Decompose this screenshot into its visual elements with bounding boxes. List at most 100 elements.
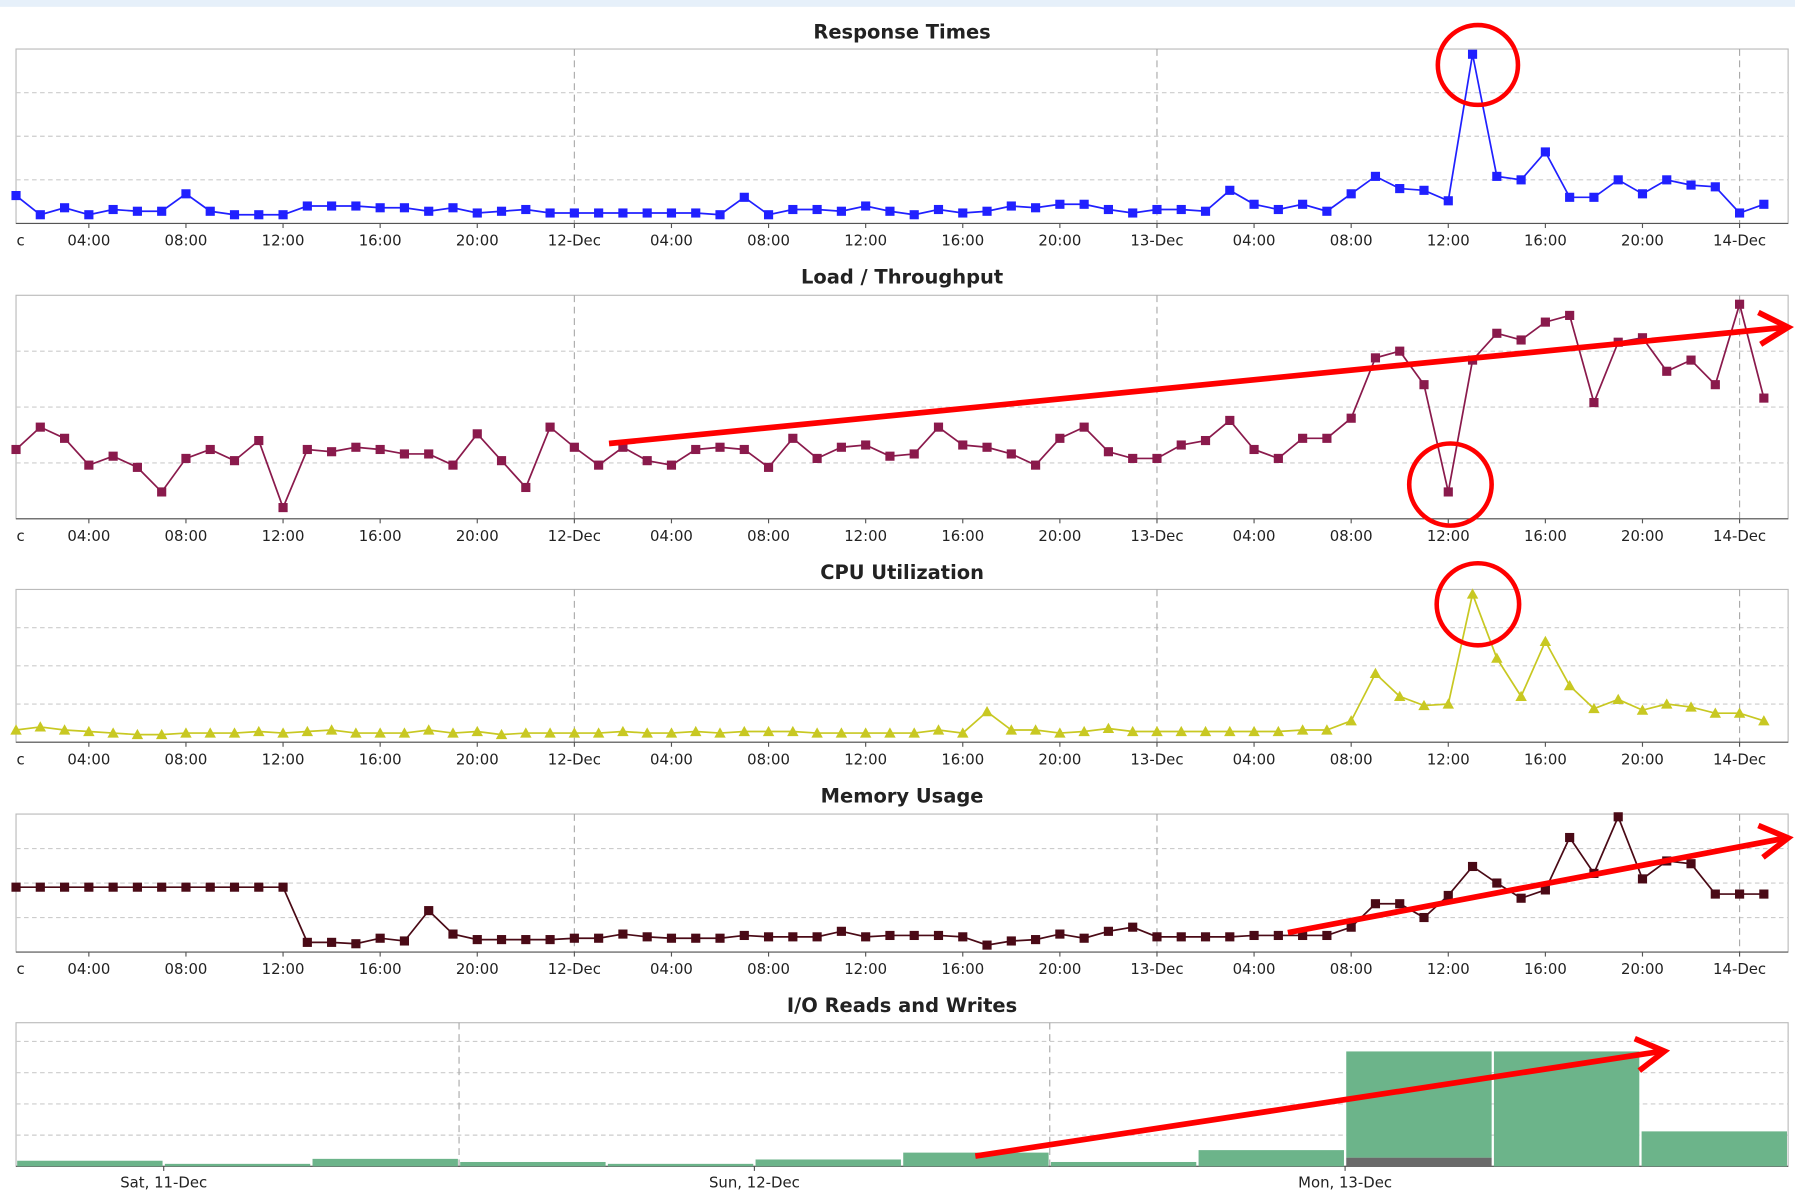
x-tick-label: 20:00 [1621, 960, 1664, 978]
point [1249, 444, 1259, 455]
point [1200, 435, 1211, 446]
point [569, 208, 579, 218]
point [1516, 335, 1526, 345]
point [1346, 189, 1356, 199]
point [762, 725, 775, 737]
chart-panel: Load / Throughput c 04:00 08:00 12:00 16:00 20… [11, 266, 1789, 545]
bar [1050, 1161, 1197, 1167]
point [302, 201, 312, 211]
x-tick-label: 08:00 [165, 527, 208, 545]
point [1466, 588, 1479, 599]
x-tick-label: 20:00 [1621, 527, 1664, 545]
chart-panel: Response Times c 04:00 08:00 12:00 16:00 20:00… [11, 21, 1789, 250]
bar [755, 1159, 901, 1167]
point [618, 929, 628, 939]
point [1516, 175, 1526, 185]
point [1418, 699, 1430, 711]
point [1540, 147, 1550, 157]
point [715, 933, 725, 943]
point [1079, 199, 1089, 209]
point [1565, 192, 1575, 202]
x-tick-label: 08:00 [1330, 527, 1373, 545]
point [1735, 208, 1745, 218]
point [1759, 393, 1769, 403]
point [424, 449, 434, 459]
x-tick-label: 08:00 [747, 960, 790, 978]
point [424, 206, 434, 216]
point [594, 208, 604, 218]
point [181, 882, 191, 892]
point [375, 444, 385, 455]
point [278, 210, 288, 220]
point [1686, 859, 1696, 869]
point [1686, 355, 1696, 365]
point [1225, 932, 1235, 942]
point [1152, 932, 1162, 942]
point [1370, 899, 1381, 909]
x-tick-label: 16:00 [359, 960, 402, 978]
point [642, 208, 652, 218]
x-tick-label: 04:00 [650, 960, 693, 978]
point [1419, 185, 1429, 195]
point [666, 208, 677, 218]
bar [1346, 1157, 1492, 1167]
point [1102, 722, 1115, 734]
point [835, 727, 848, 738]
point [1152, 204, 1162, 215]
point [1539, 635, 1552, 646]
x-tick-label: 12:00 [262, 232, 305, 250]
x-tick-label: 08:00 [1330, 232, 1373, 250]
point [569, 933, 579, 943]
x-tick-label: c [17, 750, 25, 768]
x-tick-label: 20:00 [1621, 232, 1664, 250]
point [83, 725, 95, 737]
point [981, 705, 993, 717]
point [1103, 926, 1113, 936]
x-tick-label: 12:00 [262, 960, 305, 978]
point [1128, 453, 1138, 463]
point [1686, 180, 1696, 190]
point [714, 727, 726, 738]
point [1345, 715, 1357, 726]
point [1442, 698, 1454, 709]
point [399, 203, 410, 213]
point [521, 482, 531, 493]
point [569, 442, 579, 452]
point [520, 727, 532, 738]
point [108, 882, 118, 892]
point [1272, 725, 1285, 737]
trend-arrow [608, 324, 1787, 447]
bar [1198, 1150, 1344, 1167]
point [738, 725, 751, 737]
point [666, 460, 677, 470]
chart-title: Response Times [813, 21, 990, 44]
arrow-head [1633, 1036, 1671, 1073]
point [34, 721, 47, 732]
point [1199, 725, 1212, 737]
point [1759, 199, 1769, 209]
point [618, 442, 628, 452]
point [10, 724, 22, 735]
point [1225, 415, 1235, 425]
point [666, 933, 677, 943]
point [84, 210, 94, 220]
x-tick-label: 08:00 [165, 750, 208, 768]
point [375, 203, 385, 213]
point [1005, 724, 1018, 735]
point [641, 727, 653, 738]
point [1733, 707, 1746, 718]
point [545, 422, 555, 432]
point [327, 201, 337, 211]
point [277, 727, 289, 738]
point [1515, 690, 1527, 701]
point [1565, 832, 1575, 843]
chart-panel: I/O Reads and Writes Sat, 11-Dec Sun, 12-D… [15, 994, 1789, 1191]
point [885, 930, 895, 941]
point [325, 724, 338, 735]
point [374, 727, 386, 738]
point [1467, 49, 1478, 59]
x-tick-label: 04:00 [1233, 527, 1276, 545]
point [933, 930, 944, 941]
arrow-head [1757, 822, 1794, 860]
point [1273, 930, 1283, 941]
